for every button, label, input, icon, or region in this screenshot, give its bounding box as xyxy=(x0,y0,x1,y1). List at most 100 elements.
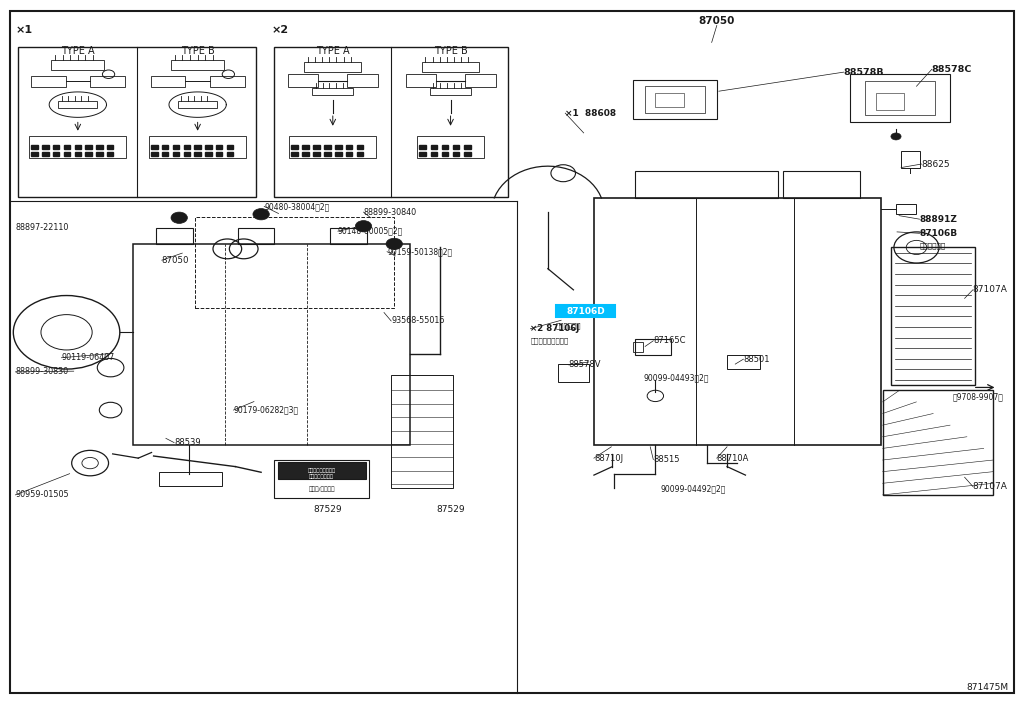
Bar xyxy=(216,152,222,156)
Text: 87107A: 87107A xyxy=(973,482,1008,491)
Bar xyxy=(85,152,92,156)
Bar xyxy=(178,101,217,108)
Text: （吹き出し口切替）: （吹き出し口切替） xyxy=(530,337,568,344)
Text: 88578V: 88578V xyxy=(568,361,601,369)
Bar xyxy=(274,460,369,498)
Circle shape xyxy=(355,221,372,232)
Bar xyxy=(173,145,179,149)
Text: 87107A: 87107A xyxy=(973,286,1008,294)
Bar xyxy=(430,145,437,149)
Bar xyxy=(850,74,950,122)
Text: 90148-60005（2）: 90148-60005（2） xyxy=(338,227,403,235)
Bar xyxy=(324,152,331,156)
Bar xyxy=(465,74,496,87)
Bar xyxy=(324,145,331,149)
Bar xyxy=(227,152,233,156)
Text: 93568-55016: 93568-55016 xyxy=(391,317,444,325)
Bar xyxy=(63,152,71,156)
Bar xyxy=(42,152,49,156)
Bar xyxy=(32,145,38,149)
Bar xyxy=(183,152,190,156)
Bar xyxy=(335,152,342,156)
Bar xyxy=(891,247,975,385)
Bar xyxy=(162,152,168,156)
Bar xyxy=(635,339,671,355)
Text: 90959-01505: 90959-01505 xyxy=(15,491,69,499)
Bar xyxy=(63,145,71,149)
Bar xyxy=(53,152,59,156)
Bar xyxy=(216,145,222,149)
Bar xyxy=(159,472,222,486)
Bar xyxy=(876,93,904,110)
Bar xyxy=(418,136,483,158)
Bar xyxy=(391,375,453,488)
Bar xyxy=(183,145,190,149)
Text: ×2: ×2 xyxy=(271,25,289,35)
Text: 88897-22110: 88897-22110 xyxy=(15,223,69,232)
Bar xyxy=(162,145,168,149)
Text: 871475M: 871475M xyxy=(967,683,1009,691)
Bar xyxy=(195,217,394,308)
Bar xyxy=(152,152,158,156)
Bar xyxy=(635,171,778,198)
Bar xyxy=(420,152,426,156)
Text: TYPE B: TYPE B xyxy=(181,46,214,56)
Bar xyxy=(430,152,437,156)
Text: エアコンディション: エアコンディション xyxy=(307,468,336,474)
Text: 87106B: 87106B xyxy=(920,229,957,238)
Text: 87165C: 87165C xyxy=(653,337,686,345)
Bar xyxy=(783,171,860,198)
Bar xyxy=(238,228,274,244)
Bar xyxy=(31,76,66,87)
Text: 88578B: 88578B xyxy=(844,68,885,76)
Text: 清潁年/交換２年: 清潁年/交換２年 xyxy=(308,486,335,492)
Bar xyxy=(106,152,114,156)
Bar xyxy=(96,145,102,149)
Bar xyxy=(901,151,920,168)
Bar xyxy=(346,145,352,149)
Bar xyxy=(441,152,449,156)
Bar xyxy=(406,74,436,87)
Text: 88899-30830: 88899-30830 xyxy=(15,368,69,376)
Circle shape xyxy=(253,209,269,220)
Circle shape xyxy=(891,133,901,140)
Text: 88578C: 88578C xyxy=(932,65,972,74)
Bar xyxy=(313,145,319,149)
Text: 88899-30840: 88899-30840 xyxy=(364,208,417,216)
Bar xyxy=(292,152,298,156)
Bar xyxy=(883,390,993,495)
Bar xyxy=(430,88,471,95)
Bar xyxy=(205,145,212,149)
Bar xyxy=(150,136,247,158)
Text: 87106D: 87106D xyxy=(566,307,605,315)
Bar xyxy=(133,244,410,445)
Bar xyxy=(312,88,353,95)
Bar xyxy=(865,81,935,115)
Text: 90159-50138（2）: 90159-50138（2） xyxy=(387,247,453,256)
Text: 90119-06407: 90119-06407 xyxy=(61,354,115,362)
Bar xyxy=(29,136,127,158)
Circle shape xyxy=(386,238,402,250)
Text: 88625: 88625 xyxy=(922,160,950,168)
Text: クリーンフィルタ: クリーンフィルタ xyxy=(309,474,334,479)
Bar xyxy=(51,60,104,69)
Text: 88710A: 88710A xyxy=(717,454,750,462)
Bar xyxy=(274,47,508,197)
Text: 90099-04493（2）: 90099-04493（2） xyxy=(643,374,709,382)
Bar xyxy=(227,145,233,149)
Bar xyxy=(292,145,298,149)
Text: 87529: 87529 xyxy=(436,505,465,513)
Bar xyxy=(96,152,102,156)
Bar xyxy=(195,152,201,156)
Bar xyxy=(85,145,92,149)
Bar xyxy=(464,145,471,149)
Bar xyxy=(32,152,38,156)
Bar xyxy=(655,93,684,107)
Bar xyxy=(278,462,366,479)
Bar xyxy=(422,62,479,72)
Text: 87050: 87050 xyxy=(162,256,189,264)
Text: ×2 87106J: ×2 87106J xyxy=(530,325,580,333)
Text: 87529: 87529 xyxy=(313,505,342,513)
Bar xyxy=(633,342,643,352)
Bar xyxy=(896,204,916,214)
